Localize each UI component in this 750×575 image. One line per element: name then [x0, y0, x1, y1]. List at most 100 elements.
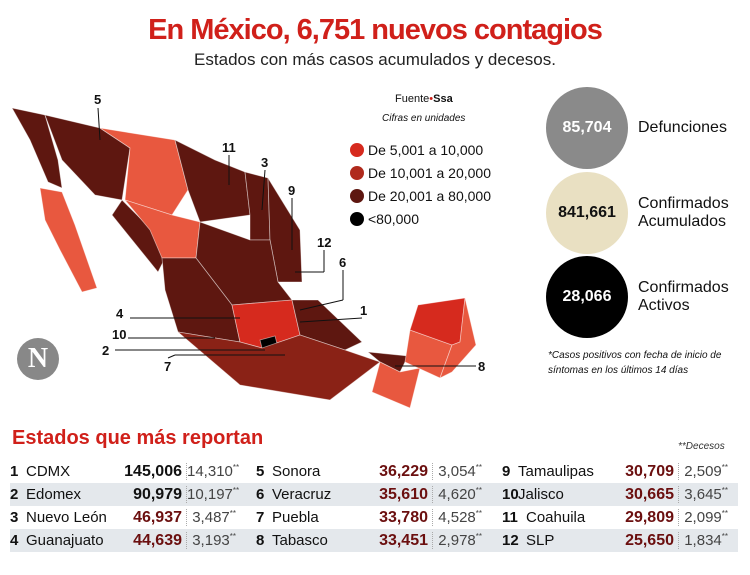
deaths: 3,193**: [186, 532, 246, 549]
state-name: Coahuila: [526, 509, 586, 526]
legend-item: De 20,001 a 80,000: [350, 184, 491, 207]
map-legend: De 5,001 a 10,000 De 10,001 a 20,000 De …: [350, 138, 491, 230]
state-veracruz: [291, 299, 363, 351]
mexico-map: 5 11 3 9 12 6 1 4 10 2 7 8: [11, 92, 485, 409]
map-label-4: 4: [116, 306, 124, 321]
table-row: 3 Nuevo León 46,937 3,487** 7 Puebla 33,780 4,5…: [10, 506, 738, 529]
rank: 3: [10, 509, 19, 526]
map-label-1: 1: [360, 303, 367, 318]
cases: 35,610: [379, 485, 428, 503]
stat-confirmed-active: 28,066 Confirmados Activos: [546, 256, 748, 338]
state-name: Edomex: [26, 486, 82, 503]
state-chiapas: [371, 361, 421, 409]
rank: 10: [502, 486, 519, 503]
map-label-12: 12: [317, 235, 331, 250]
rank: 11: [502, 509, 518, 526]
deaths-legend: **Decesos: [678, 441, 725, 452]
headline: En México, 6,751 nuevos contagios: [148, 14, 603, 46]
rank: 4: [10, 532, 19, 549]
state-entry: 9 Tamaulipas 30,709 2,509**: [502, 463, 738, 481]
cases: 145,006: [124, 462, 182, 480]
rank: 7: [256, 509, 265, 526]
state-entry: 5 Sonora 36,229 3,054**: [256, 463, 492, 481]
state-nuevo-leon: [244, 171, 271, 241]
leader-lines: [97, 107, 476, 367]
state-name: Jalisco: [518, 486, 564, 503]
legend-item: <80,000: [350, 207, 491, 230]
deaths: 2,978**: [432, 532, 492, 549]
deaths: 10,197**: [186, 486, 246, 503]
map-label-2: 2: [102, 343, 109, 358]
rank: 6: [256, 486, 265, 503]
state-sonora: [44, 114, 131, 201]
state-entry: 11 Coahuila 29,809 2,099**: [502, 509, 738, 527]
publisher-logo: N: [17, 338, 59, 380]
rank: 12: [502, 532, 519, 549]
deaths: 3,487**: [186, 509, 246, 526]
state-entry: 8 Tabasco 33,451 2,978**: [256, 532, 492, 550]
rank: 1: [10, 463, 19, 480]
map-label-11: 11: [222, 140, 236, 155]
table-title: Estados que más reportan: [12, 427, 264, 449]
deaths: 2,509**: [678, 463, 738, 480]
cases: 30,665: [625, 485, 674, 503]
deaths: 4,620**: [432, 486, 492, 503]
state-entry: 10 Jalisco 30,665 3,645**: [502, 486, 738, 504]
cases: 25,650: [625, 531, 674, 549]
state-name: Nuevo León: [26, 509, 107, 526]
rank: 8: [256, 532, 265, 549]
cases: 33,451: [379, 531, 428, 549]
state-entry: 12 SLP 25,650 1,834**: [502, 532, 738, 550]
deaths: 14,310**: [186, 463, 246, 480]
state-name: Puebla: [272, 509, 319, 526]
stat-confirmed-total: 841,661 Confirmados Acumulados: [546, 172, 748, 254]
map-label-6: 6: [339, 255, 346, 270]
state-quintana-roo: [439, 297, 477, 379]
legend-swatch-icon: [350, 188, 364, 203]
cases: 29,809: [625, 508, 674, 526]
table-row: 4 Guanajuato 44,639 3,193** 8 Tabasco 33,451 2,…: [10, 529, 738, 552]
states-table: 1 CDMX 145,006 14,310** 5 Sonora 36,229 3,054**…: [10, 460, 738, 552]
state-name: Guanajuato: [26, 532, 104, 549]
map-label-10: 10: [112, 327, 126, 342]
rank: 2: [10, 486, 19, 503]
deaths: 4,528**: [432, 509, 492, 526]
map-label-8: 8: [478, 359, 485, 374]
units-note: Cifras en unidades: [382, 113, 466, 124]
state-name: Sonora: [272, 463, 321, 480]
footnote: *Casos positivos con fecha de inicio de …: [548, 350, 722, 376]
legend-item: De 10,001 a 20,000: [350, 161, 491, 184]
cases: 33,780: [379, 508, 428, 526]
state-entry: 4 Guanajuato 44,639 3,193**: [10, 532, 246, 550]
map-label-7: 7: [164, 359, 171, 374]
state-tamaulipas: [267, 176, 303, 283]
legend-swatch-icon: [350, 165, 364, 180]
source: Fuente•Ssa: [395, 93, 453, 105]
state-coahuila: [174, 139, 251, 223]
cases: 30,709: [625, 462, 674, 480]
state-entry: 6 Veracruz 35,610 4,620**: [256, 486, 492, 504]
state-name: Veracruz: [272, 486, 332, 503]
cases: 46,937: [133, 508, 182, 526]
deaths: 1,834**: [678, 532, 738, 549]
map-label-3: 3: [261, 155, 268, 170]
cases: 36,229: [379, 462, 428, 480]
map-label-5: 5: [94, 92, 101, 107]
state-name: Tamaulipas: [518, 463, 594, 480]
state-entry: 3 Nuevo León 46,937 3,487**: [10, 509, 246, 527]
state-entry: 1 CDMX 145,006 14,310**: [10, 463, 246, 481]
state-entry: 7 Puebla 33,780 4,528**: [256, 509, 492, 527]
state-baja-california-sur: [39, 187, 98, 293]
deaths: 3,054**: [432, 463, 492, 480]
rank: 5: [256, 463, 265, 480]
subheadline: Estados con más casos acumulados y deces…: [194, 50, 556, 69]
deaths: 3,645**: [678, 486, 738, 503]
state-south: [176, 331, 381, 401]
cases: 44,639: [133, 531, 182, 549]
cases: 90,979: [133, 485, 182, 503]
legend-item: De 5,001 a 10,000: [350, 138, 491, 161]
map-label-9: 9: [288, 183, 295, 198]
stat-deaths: 85,704 Defunciones: [546, 87, 748, 169]
state-entry: 2 Edomex 90,979 10,197**: [10, 486, 246, 504]
legend-swatch-icon: [350, 142, 364, 157]
